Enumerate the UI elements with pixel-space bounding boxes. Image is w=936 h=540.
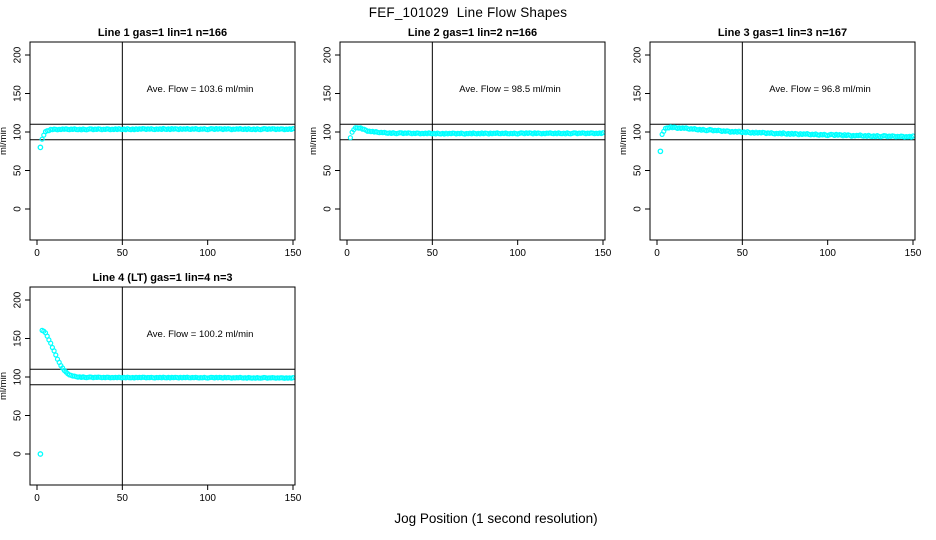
data-point xyxy=(53,352,59,358)
y-tick-label: 50 xyxy=(13,165,24,177)
x-tick-label: 100 xyxy=(199,248,216,259)
panel-title: Line 1 gas=1 lin=1 n=166 xyxy=(98,27,227,39)
x-tick-label: 0 xyxy=(654,248,660,259)
panel-line-2: Line 2 gas=1 lin=2 n=166 0 50 100 150 200 ml/m… xyxy=(308,26,622,266)
y-axis-title: ml/min xyxy=(0,372,9,400)
ave-flow-annotation: Ave. Flow = 100.2 ml/min xyxy=(147,329,254,340)
data-point xyxy=(347,135,354,141)
y-tick-label: 50 xyxy=(13,410,24,422)
panel-line-3-chart: Line 3 gas=1 lin=3 n=167 0 50 100 150 200 ml/m… xyxy=(618,27,922,259)
x-tick-label: 100 xyxy=(819,248,836,259)
y-tick-label: 200 xyxy=(633,46,644,63)
y-tick-label: 0 xyxy=(13,206,24,212)
x-tick-label: 150 xyxy=(905,248,922,259)
data-point xyxy=(39,136,45,142)
y-tick-label: 150 xyxy=(633,85,644,102)
x-tick-label: 0 xyxy=(34,248,40,259)
y-tick-label: 100 xyxy=(13,368,24,385)
panel-line-2-chart: Line 2 gas=1 lin=2 n=166 0 50 100 150 200 ml/m… xyxy=(308,27,612,259)
data-point xyxy=(51,348,57,354)
x-tick-label: 50 xyxy=(117,248,129,259)
y-tick-label: 150 xyxy=(323,85,334,102)
y-tick-label: 200 xyxy=(13,46,24,63)
outlier-point xyxy=(37,451,44,457)
plot-box xyxy=(649,41,916,241)
y-tick-label: 200 xyxy=(13,291,24,308)
y-tick-label: 0 xyxy=(13,451,24,457)
y-axis-title: ml/min xyxy=(0,127,9,155)
y-tick-label: 200 xyxy=(323,46,334,63)
panel-title: Line 2 gas=1 lin=2 n=166 xyxy=(408,27,537,39)
y-tick-label: 50 xyxy=(323,165,334,177)
x-tick-label: 0 xyxy=(344,248,350,259)
panel-line-1-chart: Line 1 gas=1 lin=1 n=166 0 50 100 150 200 ml/m… xyxy=(0,27,302,259)
x-tick-label: 50 xyxy=(427,248,439,259)
y-tick-label: 100 xyxy=(323,123,334,140)
data-point xyxy=(48,340,54,346)
panel-line-1: Line 1 gas=1 lin=1 n=166 0 50 100 150 200 ml/m… xyxy=(0,26,312,266)
x-tick-label: 150 xyxy=(595,248,612,259)
y-tick-label: 100 xyxy=(13,123,24,140)
figure-title: FEF_101029 Line Flow Shapes xyxy=(368,5,568,20)
x-tick-label: 150 xyxy=(285,493,302,504)
x-axis-label: Jog Position (1 second resolution) xyxy=(394,511,598,526)
x-tick-label: 50 xyxy=(117,493,129,504)
data-points xyxy=(657,124,916,155)
y-tick-label: 0 xyxy=(323,206,334,212)
data-points xyxy=(347,125,606,141)
panel-title: Line 4 (LT) gas=1 lin=4 n=3 xyxy=(92,272,232,284)
panel-line-4: Line 4 (LT) gas=1 lin=4 n=3 0 50 100 150 200 m… xyxy=(0,271,312,511)
outlier-point xyxy=(657,148,664,155)
x-tick-label: 0 xyxy=(34,493,40,504)
y-axis-title: ml/min xyxy=(310,127,319,155)
plot-box xyxy=(29,41,296,241)
x-tick-label: 150 xyxy=(285,248,302,259)
y-tick-label: 0 xyxy=(633,206,644,212)
ave-flow-annotation: Ave. Flow = 98.5 ml/min xyxy=(459,84,560,95)
y-tick-label: 150 xyxy=(13,85,24,102)
ave-flow-annotation: Ave. Flow = 103.6 ml/min xyxy=(147,84,254,95)
x-tick-label: 100 xyxy=(199,493,216,504)
outlier-point xyxy=(37,144,44,151)
y-tick-label: 100 xyxy=(633,123,644,140)
ave-flow-annotation: Ave. Flow = 96.8 ml/min xyxy=(769,84,870,95)
y-tick-label: 150 xyxy=(13,330,24,347)
panel-line-4-chart: Line 4 (LT) gas=1 lin=4 n=3 0 50 100 150 200 m… xyxy=(0,272,302,504)
panel-line-3: Line 3 gas=1 lin=3 n=167 0 50 100 150 200 ml/m… xyxy=(618,26,932,266)
x-tick-label: 100 xyxy=(509,248,526,259)
y-tick-label: 50 xyxy=(633,165,644,177)
plot-box xyxy=(339,41,606,241)
panel-title: Line 3 gas=1 lin=3 n=167 xyxy=(718,27,847,39)
data-points xyxy=(37,327,296,457)
plot-box xyxy=(29,286,296,486)
y-axis-title: ml/min xyxy=(620,127,629,155)
x-tick-label: 50 xyxy=(737,248,749,259)
data-points xyxy=(37,125,296,151)
